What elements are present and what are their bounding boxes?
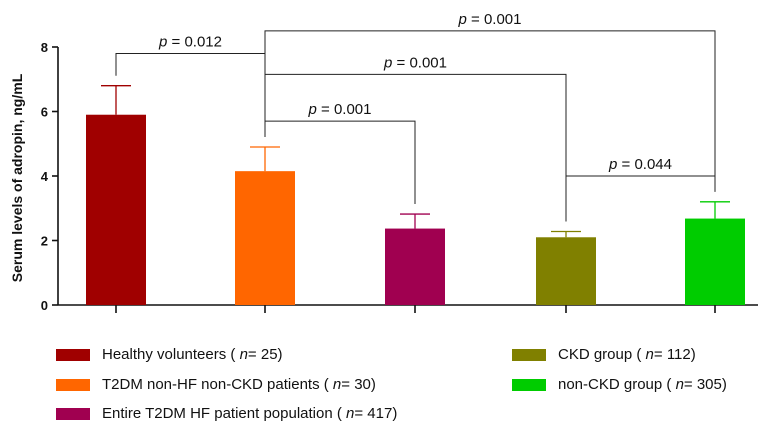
legend-label: Entire T2DM HF patient population ( [102,405,342,422]
p-value-label: p = 0.001 [458,11,522,28]
legend-tail: = 112) [653,346,696,363]
significance-bracket [565,175,716,222]
legend-tail: = 25) [247,346,283,363]
significance-bracket [264,73,567,222]
legend-label: Healthy volunteers ( [102,346,236,363]
y-axis-label: Serum levels of adropin, ng/mL [9,73,25,282]
p-value-label: p = 0.012 [158,33,222,50]
bar [86,114,146,305]
legend-item-non-ckd-group: non-CKD group ( n = 305) [512,376,727,393]
y-tick-label: 2 [41,234,48,249]
legend-item-t2dm-non-hf: T2DM non-HF non-CKD patients ( n = 30) [56,376,376,393]
legend-item-ckd-group: CKD group ( n = 112) [512,346,696,363]
legend-swatch [56,378,90,391]
legend-item-healthy-volunteers: Healthy volunteers ( n = 25) [56,346,283,363]
legend-swatch [56,348,90,361]
legend-n: n [332,376,342,393]
bar [385,228,445,305]
legend-tail: = 30) [341,376,376,393]
legend-swatch [56,407,90,420]
significance-bracket [264,120,416,205]
legend-tail: = 417) [354,405,398,422]
p-value-label: p = 0.044 [608,156,672,173]
legend-n: n [645,346,654,363]
y-tick-label: 0 [41,298,48,313]
legend-swatch [512,348,546,361]
bar [685,218,745,305]
legend-n: n [239,346,248,363]
legend-swatch [512,378,546,391]
legend-label: CKD group ( [558,346,642,363]
legend-item-entire-t2dm-hf: Entire T2DM HF patient population ( n = … [56,405,397,422]
bar-chart: Serum levels of adropin, ng/mL 0 2 4 6 8 p = 0… [9,11,758,313]
legend-label: T2DM non-HF non-CKD patients ( [102,376,329,393]
bar [235,171,295,305]
bar [536,237,596,305]
legend-n: n [675,376,684,393]
legend-label: non-CKD group ( [558,376,672,393]
y-tick-label: 4 [41,169,49,184]
legend-tail: = 305) [683,376,727,393]
p-value-label: p = 0.001 [383,54,447,71]
y-tick-label: 8 [41,40,48,55]
p-value-label: p = 0.001 [308,101,372,118]
legend-n: n [346,405,355,422]
y-tick-label: 6 [41,105,48,120]
